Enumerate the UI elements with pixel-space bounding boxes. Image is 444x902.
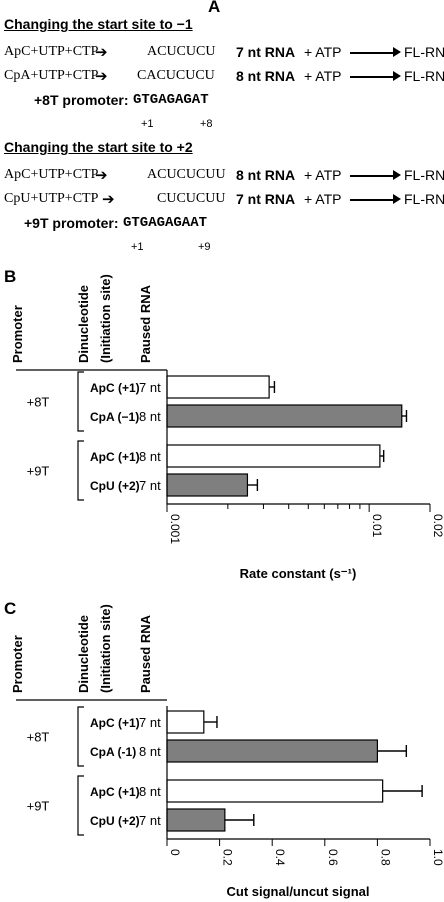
- paused-rna-label: 8 nt: [139, 449, 161, 464]
- arrowhead-icon: [393, 71, 401, 81]
- rna-length: 7 nt RNA: [236, 44, 296, 60]
- paused-rna-label: 7 nt: [139, 478, 161, 493]
- dinucleotide-label: ApC (+1): [90, 381, 140, 395]
- paused-rna-label: 8 nt: [139, 744, 161, 759]
- dinucleotide-label: ApC (+1): [90, 450, 140, 464]
- paused-rna-label: 7 nt: [139, 813, 161, 828]
- fl-rna: FL-RNA: [404, 191, 444, 207]
- group-bracket: [77, 775, 84, 836]
- panel-a-letter: A: [208, 0, 221, 16]
- promoter-sequence: GTGAGAGAAT: [123, 215, 208, 231]
- atp-label: + ATP: [304, 167, 342, 183]
- group-bracket: [77, 440, 84, 501]
- x-tick-label: 0: [168, 849, 182, 856]
- product: ACUCUCU: [147, 44, 216, 59]
- bar: [166, 779, 384, 803]
- fl-rna: FL-RNA: [404, 68, 444, 84]
- group-label: +9T: [27, 799, 50, 814]
- x-axis-label: Rate constant (s⁻¹): [240, 566, 357, 581]
- group-bracket: [77, 371, 84, 432]
- position-end: +9: [198, 241, 211, 253]
- atp-label: + ATP: [304, 44, 342, 60]
- reactants: CpA+UTP+CTP: [4, 68, 99, 83]
- bar: [166, 375, 270, 399]
- arrow-icon: ➔: [95, 167, 108, 184]
- paused-rna-label: 8 nt: [139, 784, 161, 799]
- panel-letter: C: [4, 599, 16, 618]
- column-header: Paused RNA: [138, 284, 153, 363]
- dinucleotide-label: ApC (+1): [90, 716, 140, 730]
- position-start: +1: [141, 118, 154, 130]
- arrow-icon: [350, 175, 398, 177]
- column-header: Promoter: [10, 305, 25, 363]
- arrow-icon: [350, 52, 398, 54]
- reactants: CpU+UTP+CTP: [4, 191, 99, 206]
- x-tick-label: 0.01: [370, 514, 384, 538]
- chart-b: B Promoter Dinucleotide (Initiation site) Pa…: [4, 267, 444, 581]
- arrow-icon: [350, 199, 398, 201]
- product: CACUCUCU: [137, 68, 215, 83]
- x-axis-label: Cut signal/uncut signal: [226, 884, 369, 899]
- reactants: ApC+UTP+CTP: [4, 44, 99, 59]
- arrow-icon: ➔: [95, 44, 108, 61]
- bar: [166, 710, 205, 734]
- atp-label: + ATP: [304, 68, 342, 84]
- panel-letter: B: [4, 267, 16, 286]
- paused-rna-label: 8 nt: [139, 409, 161, 424]
- arrowhead-icon: [393, 47, 401, 57]
- x-tick-label: 0.2: [221, 849, 235, 866]
- atp-label: + ATP: [304, 191, 342, 207]
- column-header: (Initiation site): [98, 604, 113, 693]
- bar: [166, 444, 381, 468]
- product: CUCUCUU: [157, 191, 226, 206]
- paused-rna-label: 7 nt: [139, 715, 161, 730]
- rna-length: 8 nt RNA: [236, 167, 296, 183]
- arrow-icon: ➔: [102, 191, 115, 208]
- rna-length: 8 nt RNA: [236, 68, 296, 84]
- column-header: Promoter: [10, 635, 25, 693]
- x-tick-label: 1.0: [431, 849, 444, 866]
- dinucleotide-label: CpU (+2): [90, 479, 140, 493]
- bar: [166, 808, 226, 832]
- rna-length: 7 nt RNA: [236, 191, 296, 207]
- reactants: ApC+UTP+CTP: [4, 167, 99, 182]
- promoter-label: +9T promoter:: [24, 215, 119, 231]
- bar: [166, 473, 249, 497]
- column-header: Dinucleotide: [76, 615, 91, 693]
- bar: [166, 404, 403, 428]
- x-tick-label: 0.4: [273, 849, 287, 866]
- group-bracket: [77, 706, 84, 767]
- dinucleotide-label: CpA (−1): [90, 410, 139, 424]
- chart-c: C Promoter Dinucleotide (Initiation site) Pa…: [4, 599, 444, 899]
- arrow-icon: ➔: [95, 68, 108, 85]
- arrowhead-icon: [393, 194, 401, 204]
- paused-rna-label: 7 nt: [139, 380, 161, 395]
- arrow-icon: [350, 76, 398, 78]
- column-header: Dinucleotide: [76, 285, 91, 363]
- arrowhead-icon: [393, 170, 401, 180]
- x-tick-label: 0.02: [431, 514, 444, 538]
- x-tick-label: 0.001: [168, 514, 182, 544]
- group-label: +8T: [27, 395, 50, 410]
- x-tick-label: 0.6: [326, 849, 340, 866]
- position-start: +1: [131, 241, 144, 253]
- dinucleotide-label: CpU (+2): [90, 814, 140, 828]
- promoter-sequence: GTGAGAGAT: [133, 92, 209, 108]
- fl-rna: FL-RNA: [404, 44, 444, 60]
- column-header: Paused RNA: [138, 614, 153, 693]
- section2-header: Changing the start site to +2: [4, 139, 193, 155]
- promoter-label: +8T promoter:: [34, 92, 129, 108]
- position-end: +8: [200, 118, 213, 130]
- group-label: +8T: [27, 730, 50, 745]
- bar: [166, 739, 378, 763]
- x-tick-label: 0.8: [378, 849, 392, 866]
- dinucleotide-label: ApC (+1): [90, 785, 140, 799]
- column-header: (Initiation site): [98, 274, 113, 363]
- group-label: +9T: [27, 464, 50, 479]
- section1-header: Changing the start site to −1: [4, 16, 193, 32]
- dinucleotide-label: CpA (-1): [90, 745, 136, 759]
- product: ACUCUCUU: [147, 167, 226, 182]
- fl-rna: FL-RNA: [404, 167, 444, 183]
